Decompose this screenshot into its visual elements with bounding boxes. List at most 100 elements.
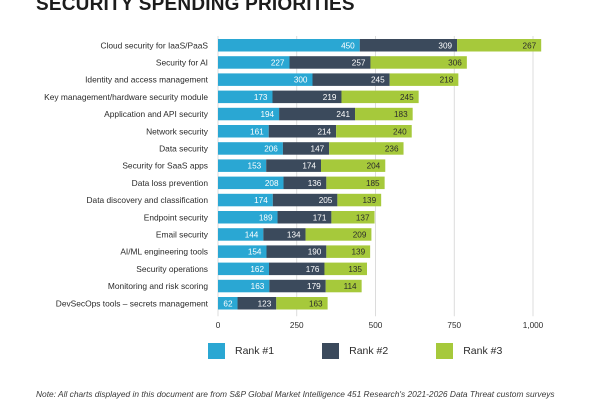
data-label: 136: [308, 179, 322, 188]
bar-rank-3: [337, 193, 382, 207]
data-label: 154: [248, 248, 262, 257]
data-label: 144: [245, 230, 259, 239]
bar-rank-3: [326, 176, 385, 190]
data-label: 134: [287, 230, 301, 239]
bar-rank-1: [218, 176, 284, 190]
data-label: 189: [259, 213, 273, 222]
bar-rank-2: [277, 211, 332, 224]
x-tick-label: 750: [447, 321, 461, 330]
data-label: 227: [271, 58, 285, 67]
bar-rank-2: [268, 125, 337, 138]
bar-rank-2: [269, 279, 326, 293]
bar-rank-2: [266, 245, 327, 258]
bar-rank-1: [218, 142, 283, 155]
category-label: Security for SaaS apps: [122, 161, 208, 171]
data-label: 174: [302, 162, 316, 171]
legend-label: Rank #3: [463, 345, 503, 357]
legend-label: Rank #1: [235, 345, 275, 357]
data-label: 153: [248, 162, 262, 171]
category-label: Security for AI: [156, 57, 208, 67]
bar-rank-3: [355, 107, 413, 121]
x-tick-label: 250: [290, 321, 304, 330]
data-label: 135: [348, 265, 362, 274]
category-label: AI/ML engineering tools: [120, 247, 208, 257]
legend-swatch: [436, 343, 454, 359]
data-label: 137: [356, 213, 370, 222]
data-label: 208: [265, 179, 279, 188]
data-label: 183: [394, 110, 408, 119]
x-tick-label: 1,000: [523, 321, 544, 330]
data-label: 214: [317, 127, 331, 136]
footnote: Note: All charts displayed in this docum…: [36, 389, 555, 399]
stacked-bar-chart: 0 250 500 750 1,000 Cloud security for IaaS/P…: [44, 36, 544, 330]
category-label: Data discovery and classification: [87, 195, 209, 205]
bar-rank-3: [321, 159, 386, 172]
bar-rank-3: [329, 142, 404, 155]
bar-rank-3: [331, 211, 375, 224]
legend-swatch: [322, 343, 340, 359]
bar-rank-2: [279, 107, 356, 121]
bar-rank-3: [325, 279, 362, 293]
legend-item: Rank #1: [208, 343, 274, 359]
bar-rank-3: [370, 56, 467, 69]
data-label: 161: [250, 127, 264, 136]
bar-rank-3: [276, 297, 328, 310]
bar-rank-2: [359, 39, 458, 52]
bar-rank-1: [218, 279, 270, 293]
data-label: 171: [313, 213, 327, 222]
legend-label: Rank #2: [349, 345, 389, 357]
category-label: Security operations: [136, 264, 208, 274]
bar-rank-1: [218, 297, 238, 310]
category-label: Endpoint security: [144, 212, 209, 222]
category-label: Network security: [146, 126, 209, 136]
category-label: Cloud security for IaaS/PaaS: [100, 40, 208, 50]
bar-rank-3: [305, 228, 372, 241]
bar-rank-2: [263, 228, 306, 241]
bar-rank-3: [324, 262, 367, 276]
category-label: Key management/hardware security module: [44, 92, 208, 102]
bar-rank-1: [218, 211, 278, 224]
bar-rank-1: [218, 39, 360, 52]
bar-rank-2: [283, 176, 327, 190]
bar-rank-1: [218, 245, 267, 258]
category-label: Identity and access management: [85, 75, 209, 85]
data-label: 139: [351, 248, 365, 257]
data-label: 300: [294, 76, 308, 85]
bar-rank-1: [218, 193, 273, 207]
data-label: 245: [400, 93, 414, 102]
data-label: 257: [352, 58, 366, 67]
bar-rank-1: [218, 125, 269, 138]
data-label: 194: [260, 110, 274, 119]
bar-rank-3: [326, 245, 371, 258]
bar-rank-1: [218, 73, 313, 86]
data-label: 309: [438, 41, 452, 50]
data-label: 163: [251, 282, 265, 291]
data-label: 123: [258, 299, 272, 308]
chart-title: SECURITY SPENDING PRIORITIES: [36, 0, 355, 15]
data-label: 139: [362, 196, 376, 205]
data-label: 176: [306, 265, 320, 274]
data-label: 179: [307, 282, 321, 291]
bar-rank-3: [341, 90, 419, 104]
bar-rank-3: [457, 39, 542, 52]
category-label: Application and API security: [104, 109, 209, 119]
bar-rank-2: [282, 142, 330, 155]
bar-rank-1: [218, 159, 267, 172]
bar-rank-1: [218, 90, 273, 104]
data-label: 267: [523, 41, 537, 50]
data-label: 190: [308, 248, 322, 257]
bar-rank-1: [218, 228, 264, 241]
category-label: Email security: [156, 229, 209, 239]
bar-rank-2: [269, 262, 325, 276]
data-label: 62: [223, 299, 233, 308]
bar-rank-2: [312, 73, 390, 86]
data-label: 147: [311, 144, 325, 153]
data-label: 206: [264, 144, 278, 153]
data-label: 185: [366, 179, 380, 188]
data-label: 306: [448, 58, 462, 67]
legend: Rank #1 Rank #2 Rank #3: [208, 343, 502, 359]
data-label: 240: [393, 127, 407, 136]
legend-item: Rank #3: [436, 343, 502, 359]
bar-rank-3: [336, 125, 412, 138]
bar-rank-1: [218, 56, 290, 69]
